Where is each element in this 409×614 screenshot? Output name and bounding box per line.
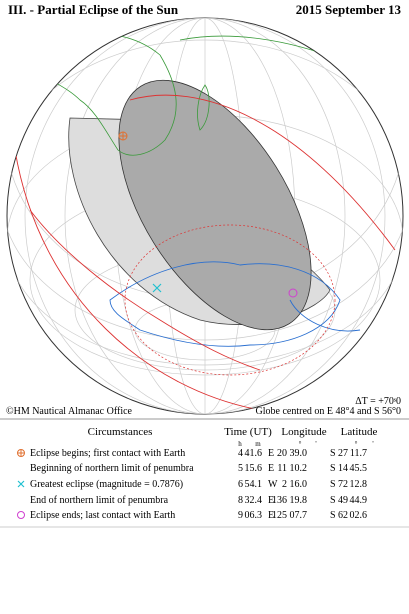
circumstance: Eclipse ends; last contact with Earth xyxy=(30,510,175,521)
table-cell: 49 xyxy=(338,495,348,506)
unit-label: ' xyxy=(372,440,373,448)
table-cell: 12.8 xyxy=(350,479,368,490)
table-cell: 27 xyxy=(338,448,348,459)
table-cell: 6 xyxy=(238,479,243,490)
first-contact-symbol-cross xyxy=(17,449,25,457)
table-cell: E xyxy=(268,463,274,474)
column-header: Longitude xyxy=(281,426,326,438)
table-cell: 06.3 xyxy=(245,510,263,521)
table-cell: 11.7 xyxy=(350,448,367,459)
table-cell: 07.7 xyxy=(290,510,308,521)
circumstance: Greatest eclipse (magnitude = 0.7876) xyxy=(30,479,183,490)
table-cell: 45.5 xyxy=(350,463,368,474)
table-cell: 32.4 xyxy=(245,495,263,506)
table-cell: 136 xyxy=(272,495,287,506)
title: III. - Partial Eclipse of the Sun xyxy=(8,2,179,17)
date: 2015 September 13 xyxy=(296,2,402,17)
column-header: Time (UT) xyxy=(224,426,272,438)
table-cell: 4 xyxy=(238,448,243,459)
table-cell: S xyxy=(330,495,336,506)
table-cell: 11 xyxy=(277,463,287,474)
table-cell: 39.0 xyxy=(290,448,308,459)
greatest-eclipse-symbol xyxy=(17,480,25,488)
globe-centre: Globe centred on E 48°4 and S 56°0 xyxy=(256,406,401,417)
table-cell: 62 xyxy=(338,510,348,521)
table-cell: 2 xyxy=(282,479,287,490)
table: Circumstances Time (UT) Longitude Latitude h… xyxy=(0,426,409,528)
greatest-eclipse-marker xyxy=(152,283,162,293)
circumstance: End of northern limit of penumbra xyxy=(30,495,169,506)
table-cell: S xyxy=(330,479,336,490)
last-contact-symbol xyxy=(17,511,25,519)
table-cell: 15.6 xyxy=(245,463,263,474)
last-contact-marker xyxy=(288,288,298,298)
table-cell: 8 xyxy=(238,495,243,506)
table-cell: S xyxy=(330,510,336,521)
table-cell: E xyxy=(268,510,274,521)
table-cell: 16.0 xyxy=(290,479,308,490)
unit-label: ° xyxy=(299,440,302,448)
table-cell: 10.2 xyxy=(290,463,308,474)
table-cell: 02.6 xyxy=(350,510,368,521)
unit-label: ° xyxy=(355,440,358,448)
table-cell: 54.1 xyxy=(245,479,263,490)
delta-t: ΔT = +70ˢ0 xyxy=(355,396,401,407)
unit-label: h xyxy=(238,440,242,448)
circumstance: Beginning of northern limit of penumbra xyxy=(30,463,194,474)
table-cell: S xyxy=(330,463,336,474)
table-cell: 14 xyxy=(338,463,348,474)
column-header: Latitude xyxy=(341,426,378,438)
table-cell: W xyxy=(268,479,278,490)
first-contact-cross xyxy=(119,132,127,140)
unit-label: m xyxy=(255,440,261,448)
table-cell: E xyxy=(268,495,274,506)
table-cell: 19.8 xyxy=(290,495,308,506)
circumstance: Eclipse begins; first contact with Earth xyxy=(30,448,185,459)
table-cell: 72 xyxy=(338,479,348,490)
credit: ©HM Nautical Almanac Office xyxy=(6,406,133,417)
column-header: Circumstances xyxy=(88,426,153,438)
table-cell: S xyxy=(330,448,336,459)
table-cell: E xyxy=(268,448,274,459)
table-cell: 5 xyxy=(238,463,243,474)
unit-label: ' xyxy=(315,440,316,448)
table-cell: 41.6 xyxy=(245,448,263,459)
table-cell: 125 xyxy=(272,510,287,521)
table-cell: 44.9 xyxy=(350,495,368,506)
table-cell: 9 xyxy=(238,510,243,521)
table-cell: 20 xyxy=(277,448,287,459)
